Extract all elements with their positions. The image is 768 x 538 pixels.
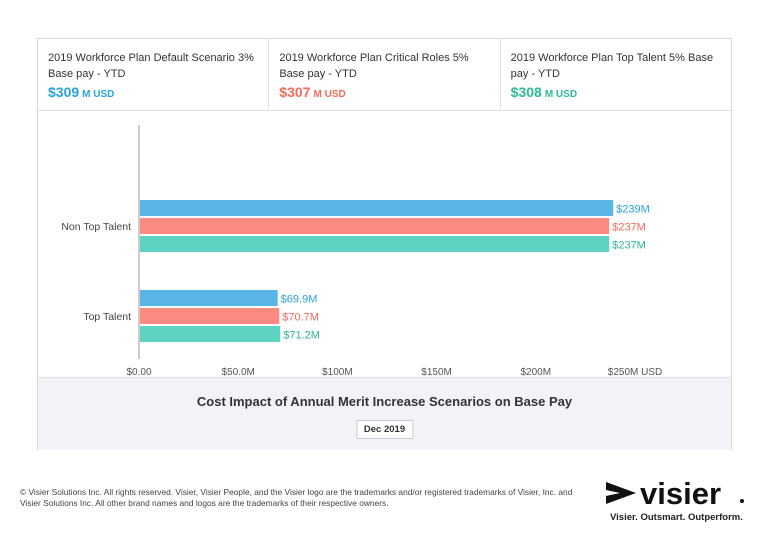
x-tick-label: $50.0M xyxy=(222,367,255,378)
x-tick-label: $0.00 xyxy=(126,367,151,378)
data-label: $70.7M xyxy=(282,312,319,324)
kpi-default-scenario[interactable]: 2019 Workforce Plan Default Scenario 3% … xyxy=(38,39,270,110)
data-label: $237M xyxy=(612,240,646,252)
copyright-text: © Visier Solutions Inc. All rights reser… xyxy=(20,487,573,508)
bar xyxy=(140,308,280,324)
bar-chart: $0.00 $50.0M $100M $150M $200M $250M USD Non T… xyxy=(61,125,662,378)
tagline: Visier. Outsmart. Outperform. xyxy=(610,512,743,523)
kpi-number: $307 xyxy=(279,84,311,100)
dashboard-card: 2019 Workforce Plan Default Scenario 3% … xyxy=(37,38,732,450)
data-label: $71.2M xyxy=(283,330,320,342)
kpi-title: 2019 Workforce Plan Top Talent 5% Base p… xyxy=(510,52,714,80)
data-label: $239M xyxy=(616,204,650,216)
bar xyxy=(140,326,281,342)
kpi-value: $307 M USD xyxy=(279,84,489,102)
x-tick-label: $100M xyxy=(322,367,353,378)
kpi-unit: M USD xyxy=(313,89,346,100)
kpi-value: $309 M USD xyxy=(48,84,258,102)
kpi-value: $308 M USD xyxy=(511,84,721,102)
kpi-unit: M USD xyxy=(544,89,578,100)
data-label: $69.9M xyxy=(281,294,318,306)
data-label: $237M xyxy=(612,222,646,234)
category-label: Top Talent xyxy=(83,311,131,323)
chart-title: Cost Impact of Annual Merit Increase Sce… xyxy=(196,394,573,409)
kpi-top-talent[interactable]: 2019 Workforce Plan Top Talent 5% Base p… xyxy=(501,39,731,110)
visier-logo: visier xyxy=(606,476,744,510)
bar xyxy=(140,290,278,306)
kpi-critical-roles[interactable]: 2019 Workforce Plan Critical Roles 5% Ba… xyxy=(269,39,501,110)
x-tick-label: $250M USD xyxy=(608,367,662,378)
bar xyxy=(140,218,610,234)
logo-text: visier xyxy=(640,476,721,510)
category-label: Non Top Talent xyxy=(61,221,131,233)
chart-footer: Cost Impact of Annual Merit Increase Sce… xyxy=(38,377,731,450)
bar xyxy=(140,236,610,252)
kpi-unit: M USD xyxy=(82,89,115,100)
kpi-title: 2019 Workforce Plan Default Scenario 3% … xyxy=(48,52,254,80)
bar xyxy=(140,200,614,216)
period-selector[interactable]: Dec 2019 xyxy=(355,420,414,439)
kpi-title: 2019 Workforce Plan Critical Roles 5% Ba… xyxy=(279,52,469,80)
kpi-number: $309 xyxy=(48,84,80,100)
kpi-row: 2019 Workforce Plan Default Scenario 3% … xyxy=(38,39,731,111)
kpi-number: $308 xyxy=(510,84,542,100)
x-tick-label: $200M xyxy=(521,367,552,378)
x-tick-label: $150M xyxy=(421,367,452,378)
